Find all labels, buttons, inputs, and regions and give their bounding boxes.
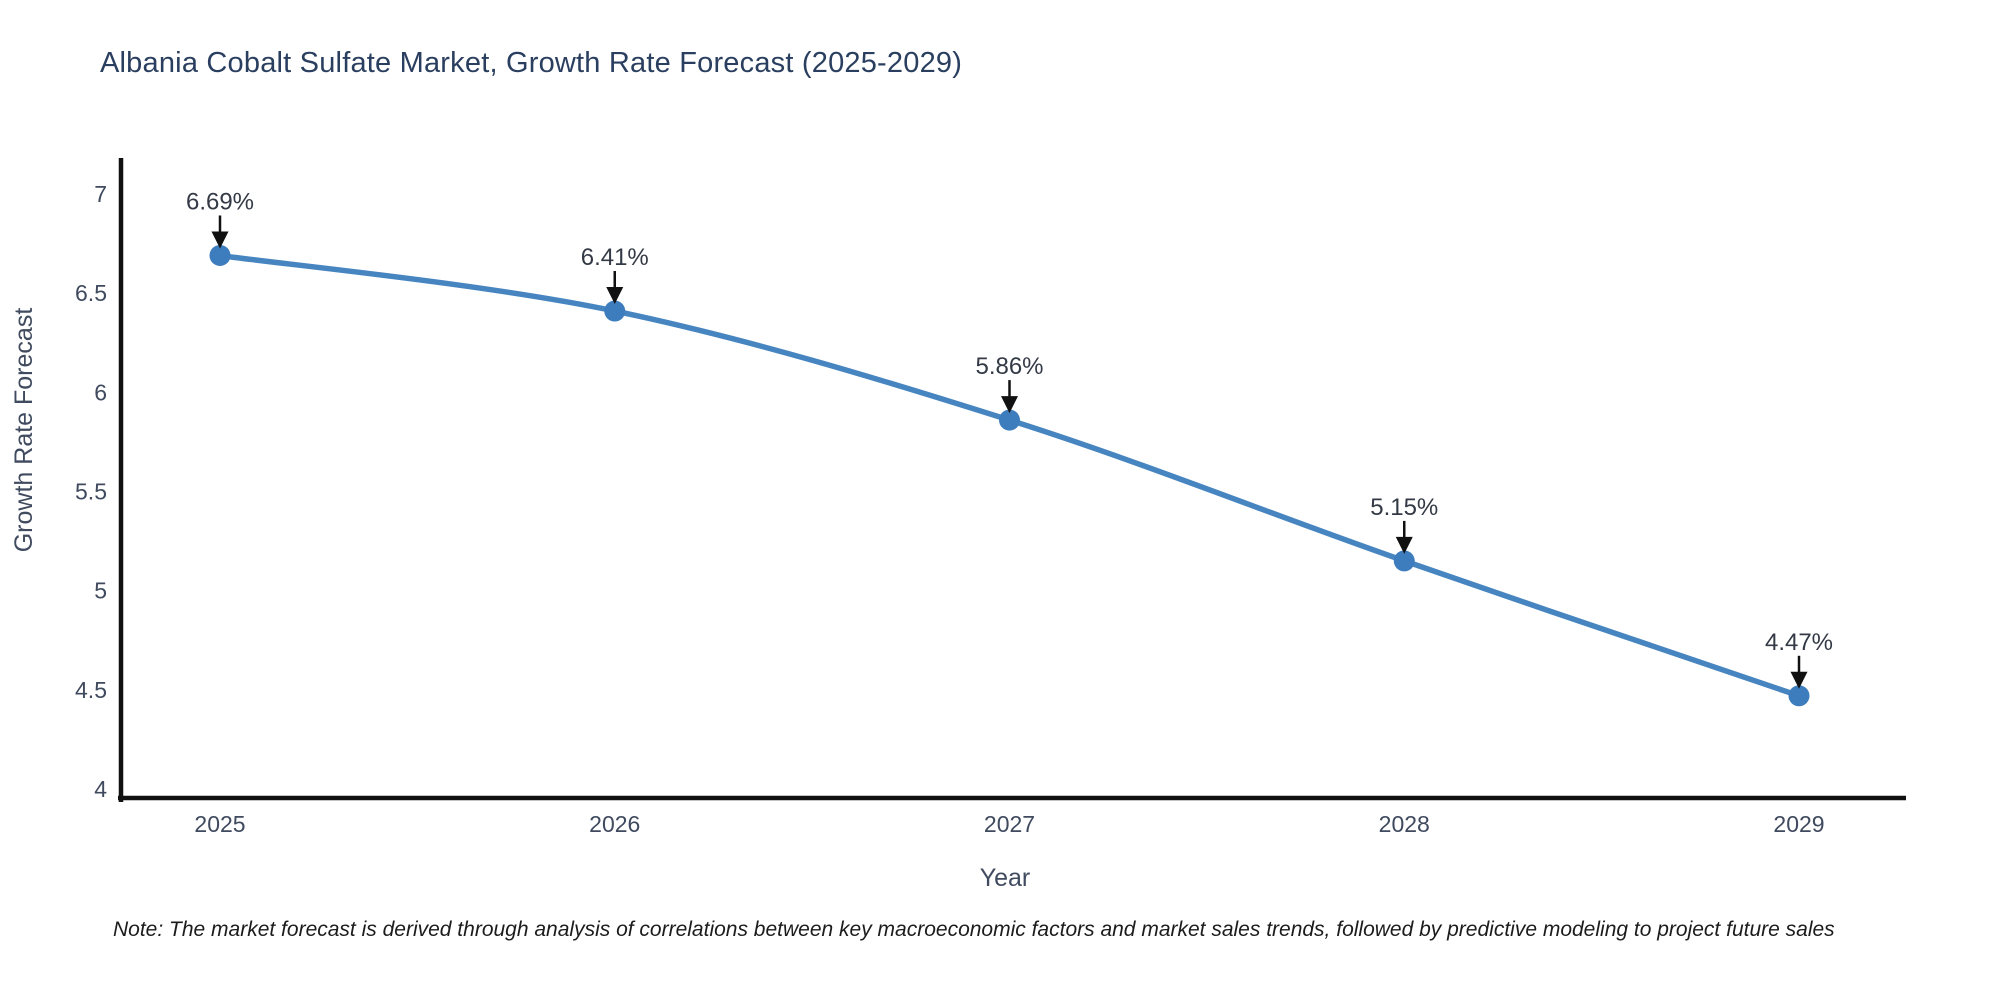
y-tick-label: 5.5 [75, 479, 107, 505]
annotation-arrowhead [1395, 536, 1413, 554]
annotation-label: 4.47% [1765, 629, 1833, 656]
chart-title: Albania Cobalt Sulfate Market, Growth Ra… [100, 47, 963, 79]
x-tick-label: 2027 [984, 811, 1035, 837]
y-tick-label: 6 [94, 379, 107, 405]
annotation-label: 5.15% [1370, 494, 1438, 521]
data-point-marker [1788, 685, 1810, 707]
footnote: Note: The market forecast is derived thr… [113, 918, 1835, 941]
x-tick-label: 2029 [1773, 811, 1824, 837]
data-point-marker [999, 409, 1020, 431]
y-tick-label: 4.5 [75, 677, 107, 703]
annotation-arrowhead [1790, 671, 1808, 689]
x-tick-label: 2025 [194, 811, 245, 837]
annotation-label: 6.41% [581, 244, 649, 271]
annotation-arrowhead [1001, 396, 1018, 414]
data-point-marker [1393, 550, 1415, 572]
y-tick-label: 6.5 [75, 280, 107, 306]
series-line [217, 252, 1802, 699]
y-tick-label: 4 [94, 776, 107, 802]
y-axis-title: Growth Rate Forecast [10, 308, 38, 553]
annotation-label: 6.69% [186, 188, 254, 215]
x-tick-label: 2028 [1379, 811, 1430, 837]
annotation-arrowhead [211, 231, 229, 249]
annotation-label: 5.86% [975, 353, 1043, 380]
annotation-arrowhead [606, 287, 624, 305]
data-point-marker [604, 300, 626, 322]
data-point-marker [209, 244, 231, 266]
x-tick-label: 2026 [589, 811, 640, 837]
y-tick-label: 7 [94, 181, 107, 207]
x-axis-title: Year [980, 864, 1031, 892]
y-tick-label: 5 [94, 578, 107, 604]
